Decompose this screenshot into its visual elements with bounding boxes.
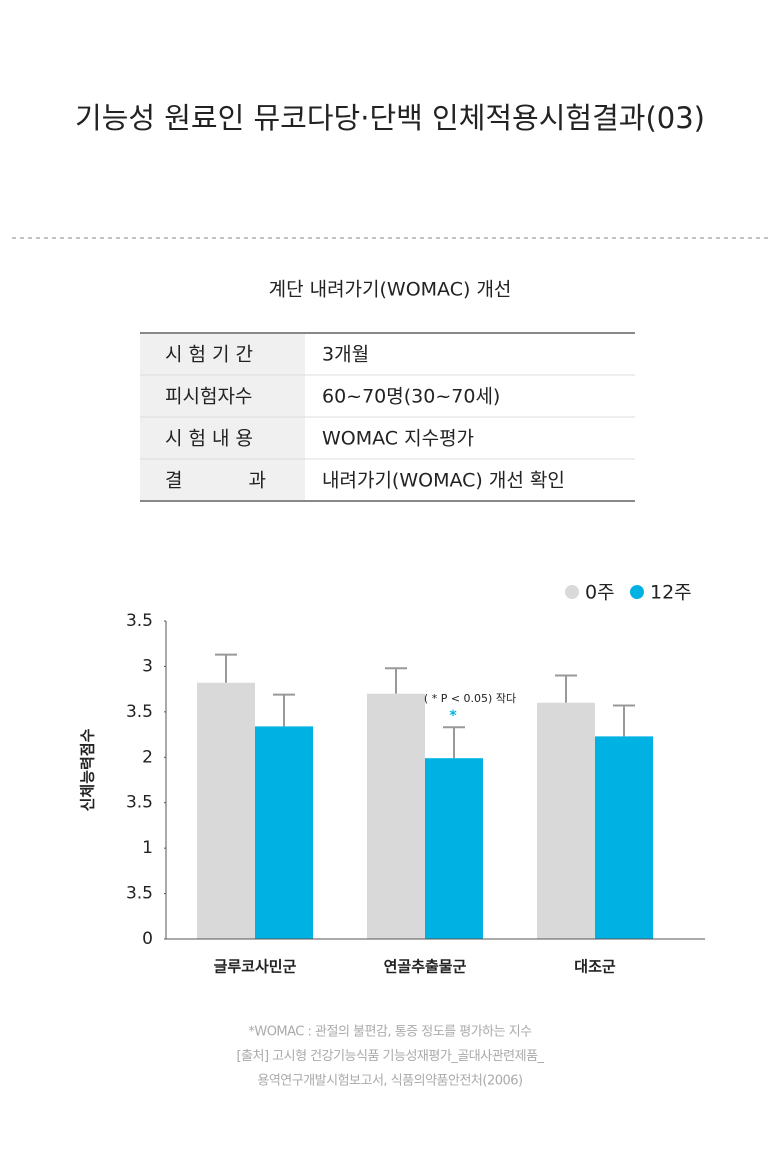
- legend-label: 0주: [585, 582, 615, 604]
- footnote: *WOMAC : 관절의 불편감, 통증 정도를 평가하는 지수: [248, 1025, 532, 1040]
- footnote: 용역연구개발시험보고서, 식품의약품안전처(2006): [257, 1074, 522, 1089]
- row-label: 시 험 내 용: [165, 428, 253, 450]
- row-label: 결 과: [165, 470, 266, 492]
- y-axis-title: 신체능력점수: [79, 728, 97, 811]
- x-tick-label: 대조군: [574, 958, 616, 976]
- table-head-cell: [140, 459, 305, 501]
- y-tick-label: 2: [142, 747, 153, 767]
- table-head-cell: [140, 333, 305, 375]
- y-tick-label: 3: [142, 656, 153, 676]
- y-tick-label: 0: [142, 929, 153, 949]
- row-label: 시 험 기 간: [165, 344, 253, 366]
- annotation: ( * P < 0.05) 작다: [424, 692, 516, 705]
- x-tick-label: 연골추출물군: [384, 958, 467, 976]
- annotation-mark: *: [449, 708, 457, 724]
- bar: [595, 736, 653, 939]
- bar: [367, 693, 425, 939]
- bar: [537, 702, 595, 939]
- y-tick-label: 3.5: [126, 702, 153, 722]
- legend-label: 12주: [650, 582, 692, 604]
- x-tick-label: 글루코사민군: [214, 958, 297, 976]
- bar: [255, 726, 313, 939]
- table-head-cell: [140, 417, 305, 459]
- row-value: WOMAC 지수평가: [322, 428, 474, 450]
- table-title: 계단 내려가기(WOMAC) 개선: [269, 279, 512, 301]
- y-tick-label: 1: [142, 838, 153, 858]
- y-tick-label: 3.5: [126, 793, 153, 813]
- y-tick-label: 3.5: [126, 611, 153, 631]
- legend-swatch: [565, 585, 579, 599]
- footnote: [출처] 고시형 건강기능식품 기능성재평가_골대사관련제품_: [236, 1049, 544, 1064]
- row-value: 3개월: [322, 344, 369, 366]
- bar: [197, 682, 255, 939]
- row-value: 60~70명(30~70세): [322, 386, 500, 408]
- row-label: 피시험자수: [165, 386, 252, 408]
- table-head-cell: [140, 375, 305, 417]
- row-value: 내려가기(WOMAC) 개선 확인: [322, 470, 565, 492]
- bar: [425, 758, 483, 939]
- legend-swatch: [630, 585, 644, 599]
- y-tick-label: 3.5: [126, 884, 153, 904]
- page-title: 기능성 원료인 뮤코다당·단백 인체적용시험결과(03): [75, 101, 705, 135]
